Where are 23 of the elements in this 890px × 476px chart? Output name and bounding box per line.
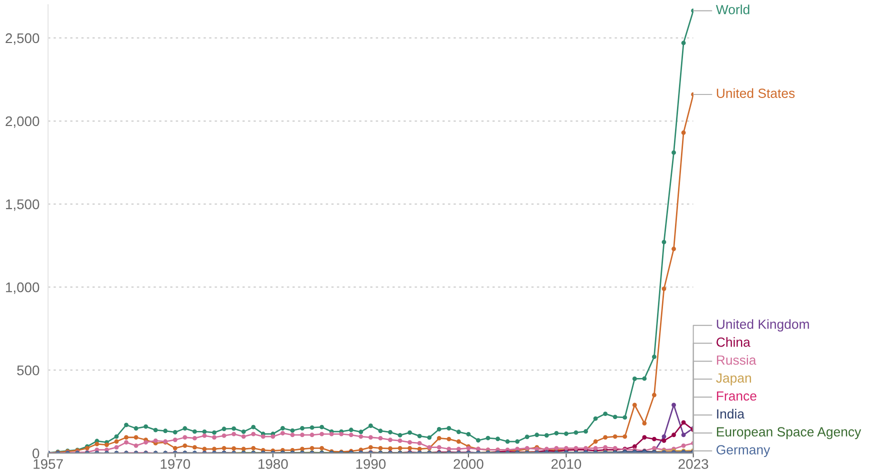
x-tick-label: 2000: [454, 459, 484, 469]
x-tick-label: 1990: [356, 459, 386, 469]
x-tick-label: 2010: [551, 459, 582, 469]
text: United Kingdom: [716, 319, 809, 332]
text: France: [716, 391, 756, 401]
x-tick-label: 1970: [160, 459, 190, 469]
y-tick-label: 1,500: [6, 199, 40, 211]
y-tick-label: 2,500: [6, 33, 40, 45]
y-tick-label: 1,000: [6, 282, 40, 294]
x-tick-label: 2023: [678, 459, 708, 469]
series-label: United States: [716, 88, 795, 98]
text: India: [717, 408, 745, 419]
x-tick-label: 1980: [258, 459, 288, 469]
series-label: Germany: [716, 445, 770, 458]
series-label: European Space Agency: [716, 427, 862, 440]
series-label: World: [716, 4, 750, 14]
x-tick-label: 1957: [34, 459, 63, 469]
y-tick-label: 2,000: [6, 116, 40, 128]
text: China: [716, 337, 750, 347]
y-tick-label: 0: [32, 448, 40, 458]
text: Russia: [716, 355, 756, 365]
text: Japan: [716, 374, 751, 386]
y-tick-label: 500: [17, 365, 40, 376]
